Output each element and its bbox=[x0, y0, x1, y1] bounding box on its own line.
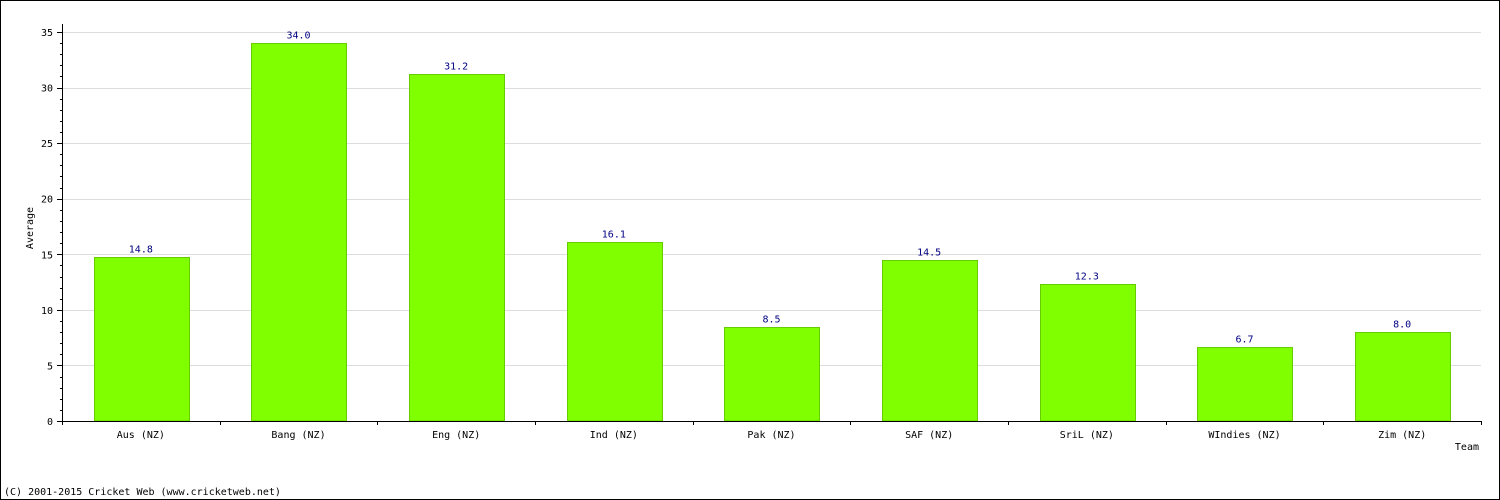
y-tick-label: 15 bbox=[41, 250, 53, 261]
bar bbox=[1197, 347, 1293, 422]
bar-value-label: 6.7 bbox=[1235, 335, 1253, 346]
bar bbox=[94, 257, 190, 422]
bar bbox=[409, 74, 505, 422]
bar-value-label: 16.1 bbox=[602, 230, 626, 241]
copyright-text: (C) 2001-2015 Cricket Web (www.cricketwe… bbox=[4, 487, 281, 498]
x-tick-label: Zim (NZ) bbox=[1378, 430, 1426, 441]
bar bbox=[567, 242, 663, 422]
x-tick-label: Ind (NZ) bbox=[590, 430, 638, 441]
bar bbox=[1355, 332, 1451, 422]
y-tick-label: 0 bbox=[47, 417, 53, 428]
y-tick-label: 5 bbox=[47, 361, 53, 372]
bar bbox=[882, 260, 978, 422]
x-axis-label: Team bbox=[1455, 442, 1479, 453]
x-tick-label: Eng (NZ) bbox=[432, 430, 480, 441]
x-tick-label: Aus (NZ) bbox=[117, 430, 165, 441]
y-axis-label: Average bbox=[25, 207, 36, 249]
x-tick-label: Bang (NZ) bbox=[271, 430, 325, 441]
y-tick-label: 35 bbox=[41, 28, 53, 39]
y-tick-label: 20 bbox=[41, 195, 53, 206]
x-tick-label: SAF (NZ) bbox=[905, 430, 953, 441]
x-tick-label: Pak (NZ) bbox=[747, 430, 795, 441]
bar bbox=[251, 43, 347, 422]
labels: 14.8 34.0 31.2 16.1 8.5 14.5 12.3 6.7 8.0 0 5 10 15 2… bbox=[41, 28, 1426, 441]
bars bbox=[94, 43, 1451, 422]
bar bbox=[1040, 284, 1136, 422]
bar-value-label: 34.0 bbox=[286, 31, 310, 42]
x-tick-label: SriL (NZ) bbox=[1060, 430, 1114, 441]
bar-value-label: 8.5 bbox=[762, 315, 780, 326]
y-tick-label: 10 bbox=[41, 306, 53, 317]
bar-value-label: 31.2 bbox=[444, 62, 468, 73]
bar-value-label: 14.5 bbox=[917, 248, 941, 259]
x-tick-label: WIndies (NZ) bbox=[1208, 430, 1280, 441]
y-tick-label: 30 bbox=[41, 84, 53, 95]
axes bbox=[57, 24, 1482, 425]
bar-value-label: 12.3 bbox=[1075, 272, 1099, 283]
y-tick-label: 25 bbox=[41, 139, 53, 150]
bar-value-label: 14.8 bbox=[129, 245, 153, 256]
bar-value-label: 8.0 bbox=[1393, 320, 1411, 331]
bar bbox=[724, 327, 820, 422]
